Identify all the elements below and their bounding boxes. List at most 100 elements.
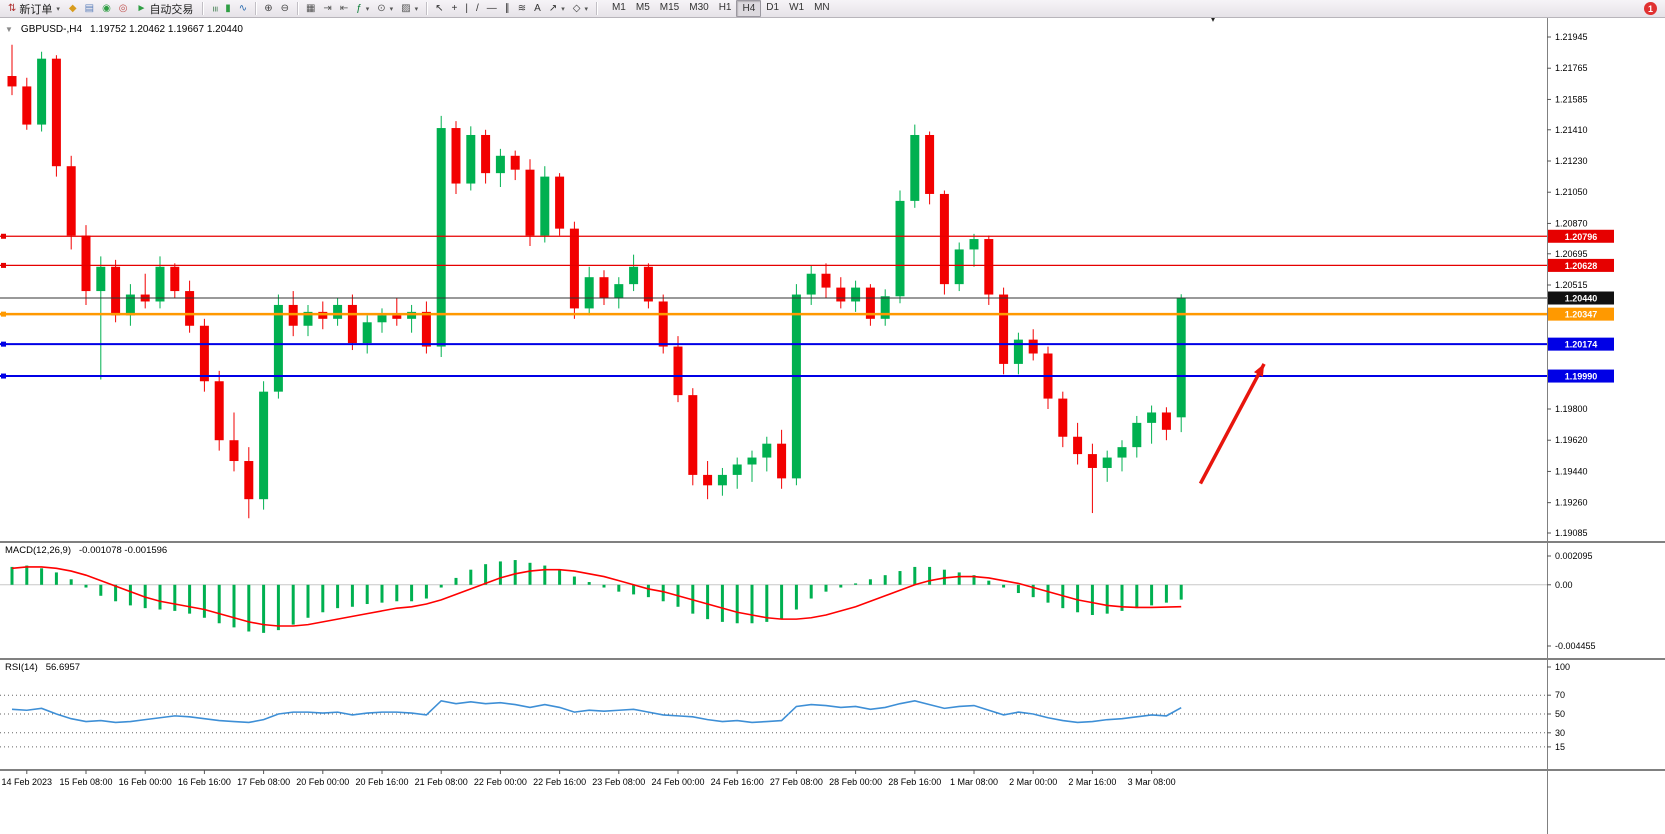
auto-trading-button[interactable]: ► 自动交易 — [132, 0, 199, 17]
svg-text:1.21410: 1.21410 — [1555, 125, 1588, 135]
svg-text:28 Feb 00:00: 28 Feb 00:00 — [829, 777, 882, 787]
current-price-line[interactable]: 1.20440 — [0, 291, 1614, 305]
svg-text:1.19990: 1.19990 — [1565, 372, 1598, 382]
vertical-line-icon: | — [465, 2, 468, 14]
svg-text:1.20347: 1.20347 — [1565, 310, 1598, 320]
svg-text:23 Feb 08:00: 23 Feb 08:00 — [592, 777, 645, 787]
timeframe-w1-button[interactable]: W1 — [789, 2, 805, 13]
dropdown-caret-icon: ▾ — [414, 5, 419, 13]
chart-shift-button[interactable]: ⇤ — [336, 0, 352, 17]
svg-text:1.19440: 1.19440 — [1555, 466, 1588, 476]
dropdown-caret-icon: ▾ — [561, 5, 565, 13]
tile-windows-button[interactable]: ▦ — [302, 0, 319, 17]
toolbar-separator — [296, 2, 298, 15]
fibonacci-button[interactable]: ≋ — [514, 0, 530, 17]
chart-header: ▼ GBPUSD-,H4 1.19752 1.20462 1.19667 1.2… — [5, 24, 243, 35]
svg-text:1.19800: 1.19800 — [1555, 404, 1588, 414]
periods-button[interactable]: ⊙ ▾ — [373, 0, 397, 17]
svg-text:15: 15 — [1555, 742, 1565, 752]
data-window-button[interactable]: ▤ — [81, 0, 98, 17]
arrows-button[interactable]: ↗ ▾ — [545, 0, 569, 17]
trendline-icon: / — [476, 2, 479, 14]
svg-text:1.21765: 1.21765 — [1555, 63, 1588, 73]
horizontal-line-button[interactable]: — — [483, 0, 501, 17]
svg-text:-0.004455: -0.004455 — [1555, 641, 1596, 651]
market-watch-icon: ◆ — [68, 2, 77, 14]
zoom-out-button[interactable]: ⊖ — [277, 0, 293, 17]
timeframe-h1-button[interactable]: H1 — [718, 2, 732, 13]
zoom-in-button[interactable]: ⊕ — [260, 0, 276, 17]
svg-text:50: 50 — [1555, 709, 1565, 719]
navigator-button[interactable]: ◉ — [98, 0, 115, 17]
macd-name: MACD(12,26,9) — [5, 545, 71, 556]
fibonacci-icon: ≋ — [517, 2, 527, 14]
timeframe-m1-button[interactable]: M1 — [611, 2, 626, 13]
timeframe-h4-button[interactable]: H4 — [736, 0, 762, 17]
crosshair-icon: + — [451, 2, 458, 14]
toolbar-separator — [595, 2, 597, 15]
svg-text:1.19620: 1.19620 — [1555, 435, 1588, 445]
horizontal-line-1.20628[interactable]: 1.20628 — [0, 258, 1614, 272]
timeframe-m30-button[interactable]: M30 — [689, 2, 709, 13]
rsi-pane[interactable]: 100 70 50 30 15 — [0, 659, 1665, 770]
svg-text:24 Feb 16:00: 24 Feb 16:00 — [711, 777, 764, 787]
price-badge — [1548, 307, 1614, 321]
strategy-tester-icon: ◎ — [118, 2, 128, 14]
svg-text:2 Mar 16:00: 2 Mar 16:00 — [1068, 777, 1116, 787]
price-badge — [1548, 369, 1614, 383]
svg-text:70: 70 — [1555, 690, 1565, 700]
timeframe-m15-button[interactable]: M15 — [659, 2, 680, 13]
arrows-icon: ↗ — [548, 2, 558, 14]
timeframe-mn-button[interactable]: MN — [814, 2, 830, 13]
shapes-icon: ◇ — [572, 2, 581, 14]
macd-values: -0.001078 -0.001596 — [79, 545, 168, 556]
horizontal-line-1.20174[interactable]: 1.20174 — [0, 337, 1614, 351]
timeframe-d1-button[interactable]: D1 — [766, 2, 780, 13]
svg-text:1.20440: 1.20440 — [1565, 294, 1598, 304]
indicators-icon: ƒ — [356, 2, 362, 14]
scroll-position-marker[interactable]: ▾ — [1211, 15, 1216, 24]
channel-button[interactable]: ∥ — [501, 0, 514, 17]
svg-text:14 Feb 2023: 14 Feb 2023 — [2, 777, 53, 787]
horizontal-line-1.20796[interactable]: 1.20796 — [0, 229, 1614, 243]
toolbar-separator — [255, 2, 257, 15]
one-click-trading-toggle[interactable]: ▼ — [5, 25, 13, 34]
shapes-button[interactable]: ◇ ▾ — [569, 0, 592, 17]
new-order-button[interactable]: ⇅ 新订单 ▾ — [3, 0, 65, 17]
horizontal-line-1.19990[interactable]: 1.19990 — [0, 369, 1614, 383]
play-icon: ► — [136, 2, 147, 14]
strategy-tester-button[interactable]: ◎ — [115, 0, 132, 17]
navigator-icon: ◉ — [102, 2, 111, 14]
toolbar: ⇅ 新订单 ▾ ◆ ▤ ◉ ◎ ► 自动交易 ≡ ▮ ∿ ⊕ ⊖ ▦ ⇥ ⇤ ƒ ▾ ⊙ ▾ ▨ ▾ ↖ + | / — ∥ ≋ A ↗ ▾ ◇ ▾… — [0, 0, 1665, 18]
svg-text:1.20628: 1.20628 — [1565, 261, 1598, 271]
templates-button[interactable]: ▨ ▾ — [397, 0, 422, 17]
trendline-button[interactable]: / — [472, 0, 483, 17]
svg-text:17 Feb 08:00: 17 Feb 08:00 — [237, 777, 290, 787]
text-button[interactable]: A — [530, 0, 545, 17]
main-price-pane[interactable]: 1.21945 1.21765 1.21585 1.21410 1.21230 1.210… — [0, 18, 1665, 542]
cursor-button[interactable]: ↖ — [431, 0, 447, 17]
macd-pane[interactable]: 0.002095 0.00 -0.004455 — [0, 542, 1665, 659]
vertical-line-button[interactable]: | — [461, 0, 472, 17]
bar-chart-button[interactable]: ≡ — [207, 0, 221, 17]
svg-text:2 Mar 00:00: 2 Mar 00:00 — [1009, 777, 1057, 787]
trend-arrow-annotation[interactable] — [1198, 363, 1266, 485]
toolbar-separator — [202, 2, 204, 15]
svg-text:1.20796: 1.20796 — [1565, 232, 1598, 242]
timeframe-m5-button[interactable]: M5 — [635, 2, 650, 13]
dropdown-caret-icon: ▾ — [365, 5, 370, 13]
svg-text:20 Feb 16:00: 20 Feb 16:00 — [355, 777, 408, 787]
time-axis[interactable]: 14 Feb 2023 15 Feb 08:00 16 Feb 00:00 16 Fe… — [0, 770, 1665, 834]
svg-text:24 Feb 00:00: 24 Feb 00:00 — [651, 777, 704, 787]
indicators-button[interactable]: ƒ ▾ — [352, 0, 373, 17]
bar-chart-icon: ≡ — [209, 5, 221, 12]
line-chart-button[interactable]: ∿ — [235, 0, 251, 17]
horizontal-line-1.20347[interactable]: 1.20347 — [0, 307, 1614, 321]
notification-icon[interactable]: 1 — [1644, 2, 1657, 15]
crosshair-button[interactable]: + — [448, 0, 462, 17]
candlestick-chart-button[interactable]: ▮ — [221, 0, 235, 17]
svg-text:1.20870: 1.20870 — [1555, 218, 1588, 228]
rsi-name: RSI(14) — [5, 662, 38, 673]
market-watch-button[interactable]: ◆ — [65, 0, 81, 17]
auto-scroll-button[interactable]: ⇥ — [319, 0, 335, 17]
